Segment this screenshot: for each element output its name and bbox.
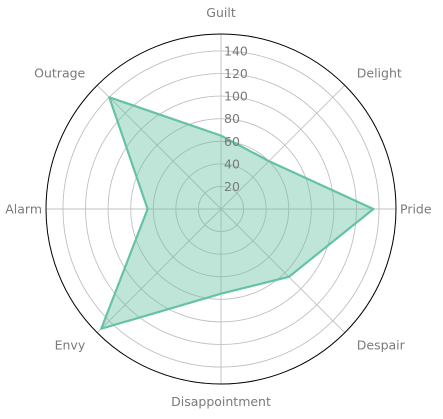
category-label-despair: Despair <box>357 337 406 352</box>
label-layer: 20 40 60 80 100 120 140 Guilt Delight Pride Despai… <box>5 5 432 409</box>
category-label-envy: Envy <box>55 337 86 352</box>
spoke-delight <box>220 84 346 210</box>
data-layer <box>100 96 375 330</box>
category-label-pride: Pride <box>400 202 432 217</box>
r-tick-label-40: 40 <box>224 156 240 171</box>
spoke-outrage <box>96 84 222 210</box>
spoke-envy <box>96 208 222 334</box>
series-line <box>100 96 375 330</box>
grid-layer <box>45 33 397 385</box>
r-tick-label-140: 140 <box>224 43 248 58</box>
category-label-guilt: Guilt <box>206 5 236 20</box>
category-label-disappointment: Disappointment <box>171 394 271 409</box>
r-tick-label-20: 20 <box>224 179 240 194</box>
r-tick-label-60: 60 <box>224 134 240 149</box>
category-label-delight: Delight <box>357 66 402 81</box>
category-label-outrage: Outrage <box>34 66 85 81</box>
r-tick-label-100: 100 <box>224 89 248 104</box>
spoke-despair <box>220 208 346 334</box>
r-tick-label-120: 120 <box>224 66 248 81</box>
outer-frame <box>45 33 397 385</box>
r-tick-label-80: 80 <box>224 111 240 126</box>
category-label-alarm: Alarm <box>5 202 42 217</box>
series-area <box>101 97 374 329</box>
